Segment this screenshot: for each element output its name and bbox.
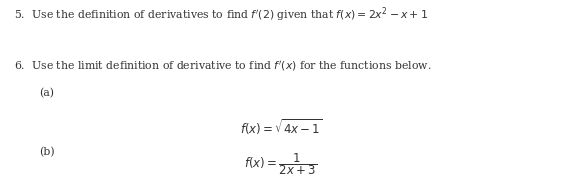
Text: 5.  Use the definition of derivatives to find $f'(2)$ given that $f(x) = 2x^2 - : 5. Use the definition of derivatives to … [14,6,428,24]
Text: 6.  Use the limit definition of derivative to find $f'(x)$ for the functions bel: 6. Use the limit definition of derivativ… [14,59,432,73]
Text: (b): (b) [39,147,55,158]
Text: $f(x) = \dfrac{1}{2x + 3}$: $f(x) = \dfrac{1}{2x + 3}$ [244,151,318,177]
Text: $f(x) = \sqrt{4x - 1}$: $f(x) = \sqrt{4x - 1}$ [239,118,323,137]
Text: (a): (a) [39,88,55,99]
